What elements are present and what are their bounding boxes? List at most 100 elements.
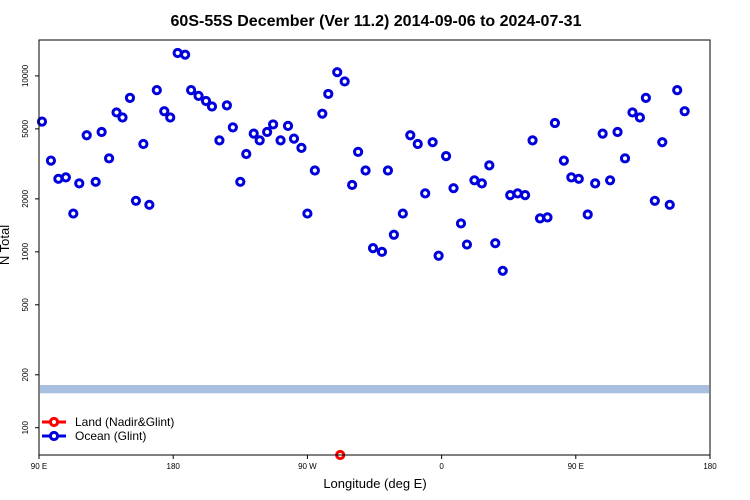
y-tick-label: 2000 — [21, 189, 30, 207]
ocean-point — [165, 112, 176, 123]
ocean-point — [117, 112, 128, 123]
ocean-point — [309, 165, 320, 176]
ocean-point — [672, 85, 683, 96]
ocean-point — [360, 165, 371, 176]
ocean-point — [235, 176, 246, 187]
ocean-point — [634, 112, 646, 123]
ocean-point — [159, 106, 170, 117]
ocean-point — [45, 155, 57, 166]
ocean-point — [367, 243, 379, 254]
ocean-point — [124, 92, 136, 103]
ocean-point — [582, 209, 593, 220]
ocean-point — [388, 229, 399, 240]
ocean-point — [612, 126, 623, 138]
ocean-point — [542, 212, 553, 223]
ocean-point — [573, 173, 584, 184]
ocean-point — [36, 116, 48, 127]
ocean-point — [302, 208, 313, 219]
ocean-point — [144, 199, 155, 210]
x-axis-label: Longitude (deg E) — [323, 476, 426, 491]
x-tick-label: 180 — [167, 462, 181, 471]
x-tick-label: 90 E — [31, 462, 47, 471]
ocean-point — [679, 106, 690, 117]
ocean-point — [185, 85, 197, 96]
ocean-point — [68, 208, 79, 219]
ocean-point — [130, 195, 142, 206]
chart-title: 60S-55S December (Ver 11.2) 2014-09-06 t… — [171, 13, 582, 30]
ocean-point — [90, 176, 101, 187]
ocean-point — [405, 130, 416, 141]
ocean-point — [254, 135, 265, 146]
ocean-point — [527, 135, 538, 146]
ocean-point — [347, 179, 358, 191]
ocean-point — [497, 265, 508, 276]
ocean-point — [420, 188, 431, 199]
overlap-band — [40, 384, 709, 394]
ocean-point — [317, 108, 328, 119]
ocean-point — [455, 218, 467, 229]
ocean-point — [248, 128, 259, 139]
y-axis: 100 200 500 1000 2000 5000 10000 — [21, 64, 39, 434]
ocean-point — [180, 49, 191, 60]
ocean-point — [60, 172, 71, 183]
legend-label-land: Land (Nadir&Glint) — [75, 415, 174, 429]
ocean-point — [627, 107, 638, 118]
ocean-point — [288, 133, 300, 144]
ocean-point — [339, 76, 350, 87]
x-tick-label: 90 W — [298, 462, 317, 471]
ocean-point — [461, 239, 473, 250]
ocean-point — [262, 126, 273, 138]
ocean-point — [296, 142, 307, 153]
ocean-point — [448, 183, 459, 194]
ocean-point — [268, 119, 279, 130]
ocean-point — [619, 153, 631, 164]
ocean-point — [241, 148, 252, 160]
y-tick-label: 500 — [21, 298, 30, 312]
x-tick-label: 90 E — [568, 462, 584, 471]
ocean-point — [484, 160, 495, 171]
ocean-point — [664, 199, 675, 210]
ocean-point — [604, 175, 616, 186]
ocean-point — [221, 100, 232, 111]
band-layer — [40, 384, 709, 394]
ocean-point — [549, 117, 561, 129]
ocean-point — [640, 92, 651, 103]
ocean-point — [206, 101, 218, 112]
ocean-point — [96, 126, 107, 138]
ocean-point — [323, 88, 334, 100]
y-axis-label: N Total — [0, 225, 12, 265]
y-tick-label: 10000 — [21, 64, 30, 87]
ocean-point — [332, 67, 343, 78]
ocean-point — [433, 250, 444, 261]
legend-marker-land — [48, 416, 60, 428]
legend: Land (Nadir&Glint)Ocean (Glint) — [42, 415, 174, 443]
ocean-point — [282, 120, 294, 131]
ocean-point — [657, 137, 668, 148]
ocean-point — [382, 165, 394, 176]
ocean-point — [649, 195, 660, 206]
ocean-point — [138, 138, 149, 150]
ocean-point — [520, 190, 531, 201]
y-tick-label: 200 — [21, 368, 30, 382]
ocean-point — [193, 90, 204, 101]
x-tick-label: 0 — [439, 462, 444, 471]
y-tick-label: 100 — [21, 421, 30, 435]
legend-marker-ocean — [48, 430, 60, 442]
ocean-point — [74, 178, 85, 189]
y-tick-label: 1000 — [21, 242, 30, 260]
ocean-point — [397, 208, 408, 219]
ocean-point — [427, 137, 438, 148]
ocean-point — [214, 135, 225, 146]
ocean-point — [597, 128, 608, 139]
ocean-point — [490, 238, 501, 249]
ocean-point — [412, 138, 423, 150]
y-tick-label: 5000 — [21, 119, 30, 137]
ocean-point — [200, 95, 212, 107]
legend-label-ocean: Ocean (Glint) — [75, 429, 146, 443]
ocean-point — [352, 146, 364, 157]
ocean-point — [275, 135, 286, 146]
ocean-point — [376, 246, 388, 257]
ocean-point — [227, 122, 238, 133]
x-tick-label: 180 — [703, 462, 717, 471]
